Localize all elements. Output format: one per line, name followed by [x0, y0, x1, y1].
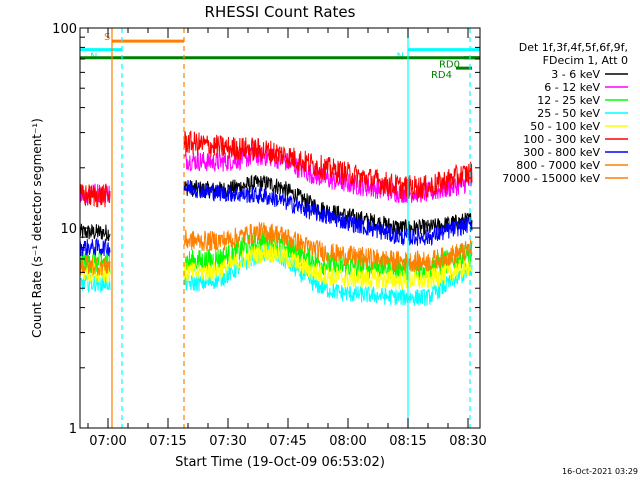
legend-header-line-2: FDecim 1, Att 0: [543, 54, 628, 67]
trace-25-50-keV-segment-1: [79, 274, 111, 294]
legend-label: 25 - 50 keV: [537, 107, 600, 120]
trace-800-7000-keV-segment-1: [79, 255, 111, 276]
event-label-rd0: RD0: [439, 60, 460, 71]
legend-label: 3 - 6 keV: [551, 68, 600, 81]
trace-300-800-keV-segment-2: [183, 180, 473, 247]
event-bars: SNNRD0RD4: [80, 32, 480, 81]
trace-3-6-keV-segment-1: [79, 223, 111, 242]
event-label-s: S: [104, 32, 110, 43]
trace-800-7000-keV-segment-2: [183, 221, 473, 273]
y-tick-label: 10: [60, 222, 77, 237]
legend-label: 6 - 12 keV: [544, 81, 600, 94]
footer-date: 16-Oct-2021 03:29: [562, 467, 638, 476]
y-tick-label: 1: [69, 422, 77, 437]
x-tick-label: 07:45: [269, 434, 306, 449]
x-tick-label: 07:15: [149, 434, 186, 449]
x-tick-label: 08:00: [329, 434, 366, 449]
event-label-rd4: RD4: [431, 70, 452, 81]
trace-100-300-keV-segment-2: [183, 130, 473, 200]
x-tick-label: 08:15: [389, 434, 426, 449]
legend-label: 50 - 100 keV: [530, 120, 600, 133]
chart-title: RHESSI Count Rates: [205, 3, 356, 21]
plot-axes: 1 10 100 07:00 07:15 07:30 07:45 08:00 08:15 08:3…: [52, 22, 487, 449]
legend-label: 12 - 25 keV: [537, 94, 600, 107]
legend-label: 100 - 300 keV: [523, 133, 600, 146]
x-axis-label: Start Time (19-Oct-09 06:53:02): [175, 455, 385, 470]
x-tick-label: 07:30: [209, 434, 246, 449]
legend-label: 300 - 800 keV: [523, 146, 600, 159]
trace-25-50-keV-segment-2: [183, 245, 473, 307]
x-tick-label: 08:30: [449, 434, 486, 449]
series-traces: [79, 130, 473, 307]
legend-label: 7000 - 15000 keV: [502, 172, 600, 185]
legend: Det 1f,3f,4f,5f,6f,9f, FDecim 1, Att 0 3…: [502, 41, 628, 185]
x-tick-label: 07:00: [89, 434, 126, 449]
trace-50-100-keV-segment-2: [183, 242, 473, 291]
y-tick-label: 100: [52, 22, 77, 37]
y-axis-label: Count Rate (s⁻¹ detector segment⁻¹): [30, 118, 44, 338]
trace-300-800-keV-segment-1: [79, 237, 111, 257]
legend-header-line-1: Det 1f,3f,4f,5f,6f,9f,: [519, 41, 628, 54]
trace-100-300-keV-segment-1: [79, 183, 111, 208]
legend-label: 800 - 7000 keV: [516, 159, 600, 172]
